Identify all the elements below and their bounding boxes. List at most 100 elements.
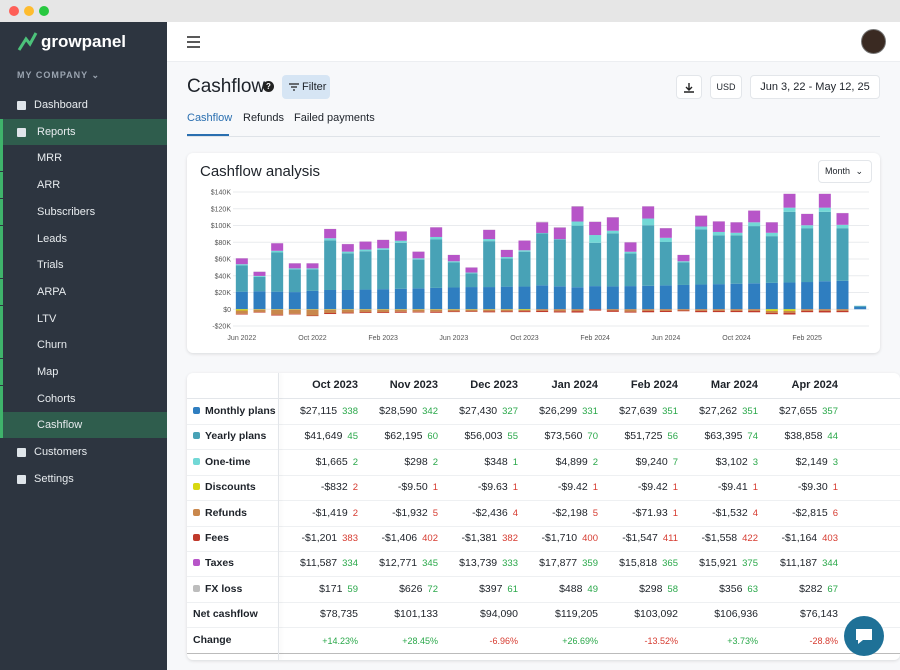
bar-segment bbox=[589, 242, 602, 287]
cell-amount: -$1,164 bbox=[781, 532, 818, 544]
x-tick-label: Oct 2023 bbox=[510, 335, 539, 342]
table-cell: -$1,932 5 bbox=[358, 501, 438, 526]
cell-amount: $11,587 bbox=[299, 557, 338, 570]
cell-amount: -$9.42 bbox=[637, 481, 668, 494]
bar-segment bbox=[571, 206, 584, 222]
table-cell: $356 63 bbox=[678, 577, 758, 602]
cell-count: 70 bbox=[587, 431, 598, 443]
company-switcher[interactable]: MY COMPANY ⌄ bbox=[17, 70, 101, 80]
cell-amount: $348 bbox=[484, 455, 508, 468]
bar-segment bbox=[500, 257, 513, 259]
nav-item[interactable]: Map bbox=[0, 359, 167, 385]
cell-amount: $12,771 bbox=[379, 557, 418, 570]
bar-segment bbox=[748, 222, 761, 227]
bar-segment bbox=[465, 273, 478, 288]
nav-item[interactable]: Reports bbox=[0, 119, 167, 145]
cell-count: 411 bbox=[662, 533, 678, 544]
x-tick-label: Jun 2024 bbox=[651, 335, 680, 342]
bar-segment bbox=[818, 281, 831, 310]
date-range-picker[interactable]: Jun 3, 22 - May 12, 25 bbox=[750, 75, 880, 99]
bar-segment bbox=[465, 272, 478, 274]
bar-segment bbox=[536, 221, 549, 223]
page-title: Cashflow bbox=[187, 76, 266, 97]
period-select[interactable]: Month ⌄ bbox=[818, 160, 872, 183]
nav-item[interactable]: Leads bbox=[0, 226, 167, 252]
nav-item[interactable]: Cashflow bbox=[0, 412, 167, 438]
nav-item[interactable]: Subscribers bbox=[0, 199, 167, 225]
nav-item[interactable]: Settings bbox=[34, 473, 74, 485]
download-button[interactable] bbox=[676, 75, 702, 99]
bar-segment bbox=[359, 249, 372, 252]
brand-name: growpanel bbox=[41, 32, 127, 51]
nav-item[interactable]: Churn bbox=[0, 332, 167, 358]
bar-segment bbox=[341, 309, 354, 313]
nav-item[interactable]: Dashboard bbox=[34, 99, 88, 111]
row-divider bbox=[187, 601, 900, 603]
nav-item[interactable]: ARPA bbox=[0, 279, 167, 305]
cell-count: 2 bbox=[352, 456, 358, 468]
bar-segment bbox=[500, 258, 513, 287]
bar-segment bbox=[341, 289, 354, 310]
row-divider bbox=[187, 576, 900, 578]
row-label: Refunds bbox=[193, 501, 247, 526]
bar-segment bbox=[518, 240, 531, 251]
cell-count: 345 bbox=[422, 558, 438, 570]
bar-segment bbox=[500, 311, 513, 313]
nav-item[interactable]: MRR bbox=[0, 145, 167, 171]
minimize-button[interactable] bbox=[24, 6, 34, 16]
zoom-button[interactable] bbox=[39, 6, 49, 16]
row-label: Yearly plans bbox=[193, 424, 266, 449]
bar-segment bbox=[624, 251, 637, 254]
tab[interactable]: Cashflow bbox=[187, 112, 233, 124]
cell-count: 1 bbox=[432, 482, 438, 494]
nav-item[interactable]: ARR bbox=[0, 172, 167, 198]
bar-segment bbox=[483, 309, 496, 312]
chat-button[interactable] bbox=[844, 616, 884, 656]
tabs-divider bbox=[187, 136, 880, 137]
cell-amount: $51,725 bbox=[624, 430, 663, 443]
bar-segment bbox=[801, 282, 814, 310]
legend-swatch bbox=[193, 584, 200, 592]
bar-segment bbox=[677, 261, 690, 263]
menu-icon[interactable] bbox=[187, 36, 201, 48]
bar-segment bbox=[836, 310, 849, 313]
cell-amount: $27,262 bbox=[699, 405, 738, 417]
cell-amount: $171 bbox=[319, 582, 343, 595]
cell-count: 4 bbox=[512, 507, 518, 519]
bar-segment bbox=[500, 286, 513, 310]
bar-segment bbox=[589, 235, 602, 243]
cell-count: 72 bbox=[427, 583, 438, 595]
bar-segment bbox=[836, 224, 849, 229]
nav-item[interactable]: Trials bbox=[0, 252, 167, 278]
bar-segment bbox=[536, 310, 549, 313]
table-cell: -$1,201 383 bbox=[278, 526, 358, 551]
nav-item[interactable]: Cohorts bbox=[0, 386, 167, 412]
bar-segment bbox=[783, 211, 796, 283]
table-cell: $3,102 3 bbox=[678, 450, 758, 475]
nav-item[interactable]: LTV bbox=[0, 306, 167, 332]
tab[interactable]: Refunds bbox=[243, 112, 284, 124]
cell-count: 67 bbox=[827, 583, 838, 595]
change-cell: +26.69% bbox=[562, 635, 598, 646]
nav-item[interactable]: Customers bbox=[34, 446, 88, 458]
close-button[interactable] bbox=[9, 6, 19, 16]
tab[interactable]: Failed payments bbox=[294, 112, 375, 124]
bar-segment bbox=[783, 310, 796, 314]
table-cell: $298 2 bbox=[358, 450, 438, 475]
cell-amount: $9,240 bbox=[635, 455, 668, 468]
user-avatar[interactable] bbox=[861, 29, 886, 54]
bar-segment bbox=[430, 309, 443, 312]
legend-swatch bbox=[193, 457, 200, 465]
bar-segment bbox=[235, 309, 248, 311]
filter-button[interactable]: Filter bbox=[282, 75, 330, 99]
cell-amount: $3,102 bbox=[715, 455, 748, 468]
bar-segment bbox=[642, 218, 655, 226]
currency-select[interactable]: USD bbox=[710, 75, 742, 99]
cell-count: 1 bbox=[752, 482, 758, 494]
period-label: Month bbox=[825, 166, 851, 176]
bar-segment bbox=[536, 309, 549, 311]
bar-segment bbox=[235, 291, 248, 310]
help-icon[interactable]: ? bbox=[263, 81, 274, 92]
bar-segment bbox=[712, 284, 725, 310]
bar-segment bbox=[836, 228, 849, 281]
